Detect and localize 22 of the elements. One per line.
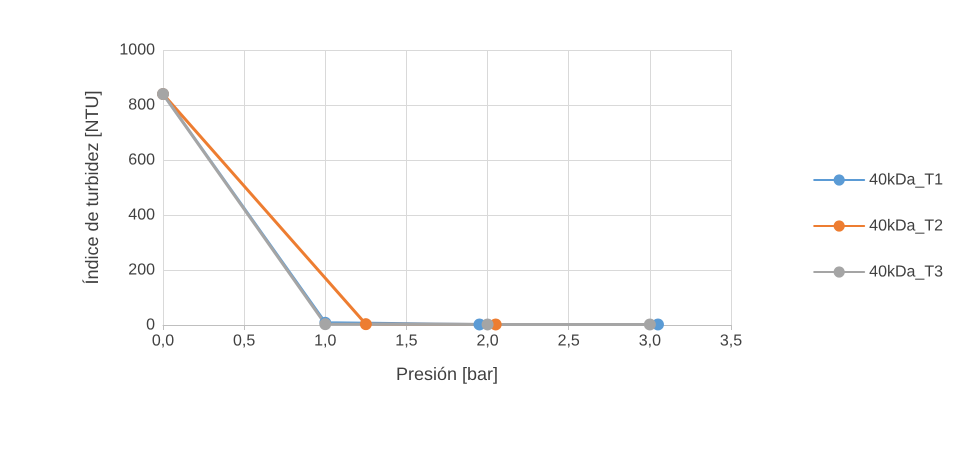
x-axis-title: Presión [bar] xyxy=(396,364,498,384)
point xyxy=(644,318,656,330)
x-tick-label: 2,0 xyxy=(476,332,499,350)
x-tick-label: 0,0 xyxy=(152,332,174,350)
y-tick-label: 400 xyxy=(128,206,156,224)
legend-label: 40kDa_T2 xyxy=(869,218,944,234)
y-tick-label: 200 xyxy=(128,262,156,278)
y-tick-label: 1000 xyxy=(119,42,156,58)
x-tick-label: 0,5 xyxy=(233,332,256,350)
y-axis-title: Índice de turbidez [NTU] xyxy=(82,90,102,285)
point xyxy=(360,318,372,330)
x-tick-label: 1,5 xyxy=(395,332,418,350)
x-tick-label: 3,5 xyxy=(720,332,742,350)
x-tick-label: 1,0 xyxy=(314,332,337,350)
y-tick-label: 600 xyxy=(128,152,156,168)
x-tick-label: 3,0 xyxy=(638,332,662,350)
y-tick-label: 800 xyxy=(128,96,156,114)
y-tick-label: 0 xyxy=(146,316,156,334)
x-tick-label: 2,5 xyxy=(558,332,580,350)
point xyxy=(482,318,494,330)
legend-label: 40kDa_T3 xyxy=(869,264,944,280)
legend-label: 40kDa_T1 xyxy=(869,172,944,188)
